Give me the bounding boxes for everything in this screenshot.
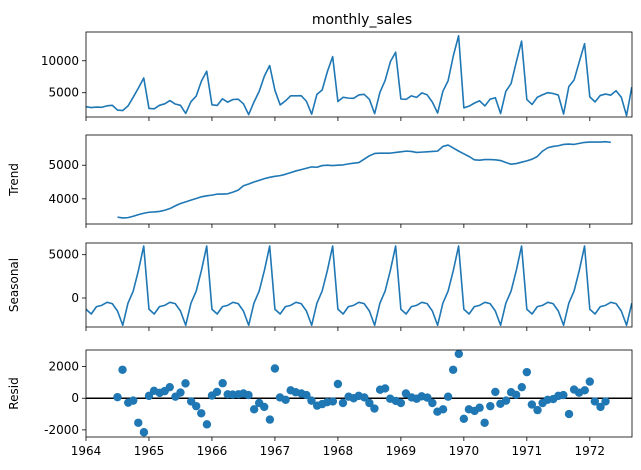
resid-point — [396, 398, 406, 408]
y-tick-label: 10000 — [41, 54, 79, 68]
resid-point — [475, 403, 484, 412]
resid-point — [590, 397, 600, 406]
trend-panel: 4000 5000 Trend — [7, 134, 633, 228]
resid-point — [270, 364, 280, 373]
x-tick-label: 1971 — [512, 444, 543, 458]
y-tick-label: 2000 — [48, 360, 79, 374]
axes-frame — [85, 349, 633, 438]
y-tick-label: 5000 — [48, 248, 79, 262]
resid-point — [165, 382, 174, 392]
resid-point — [438, 405, 448, 414]
y-tick-label: 5000 — [48, 158, 79, 172]
resid-point — [202, 420, 212, 429]
resid-point — [501, 396, 511, 405]
resid-point — [601, 397, 610, 406]
y-axis-label: Resid — [7, 377, 21, 409]
resid-point — [307, 396, 316, 405]
resid-point — [380, 384, 390, 393]
x-tick-label: 1968 — [323, 444, 354, 458]
y-tick-label: 5000 — [48, 86, 79, 100]
resid-point — [139, 428, 149, 437]
seasonal-panel: 0 5000 Seasonal — [7, 242, 633, 331]
resid-point — [338, 398, 348, 408]
resid-point — [176, 388, 185, 397]
resid-point — [265, 415, 275, 424]
series-line — [117, 140, 611, 219]
plot-area — [86, 245, 632, 327]
resid-point — [580, 386, 589, 395]
resid-point — [328, 397, 338, 406]
y-tick-label: 4000 — [48, 192, 79, 206]
resid-point — [533, 405, 542, 415]
resid-point — [244, 390, 253, 400]
y-axis-label: Trend — [7, 163, 21, 197]
resid-point — [302, 390, 311, 400]
resid-point — [365, 398, 374, 408]
y-tick-label: -2000 — [44, 423, 79, 437]
axes-frame — [85, 242, 633, 328]
resid-point — [559, 390, 568, 400]
resid-point — [459, 414, 469, 424]
subplot-panels: 5000 10000 4000 5000 Trend 0 5000 Seasonal -2000… — [7, 31, 633, 458]
resid-point — [448, 365, 458, 374]
x-tick-label: 1965 — [134, 444, 165, 458]
resid-point — [134, 418, 143, 427]
axes-frame — [85, 31, 633, 118]
x-tick-label: 1970 — [449, 444, 480, 458]
resid-point — [564, 409, 574, 419]
observed-panel: 5000 10000 — [41, 31, 633, 121]
resid-point — [443, 392, 453, 401]
resid-point — [360, 393, 369, 402]
resid-point — [517, 382, 526, 392]
x-tick-label: 1964 — [71, 444, 102, 458]
axes-frame — [85, 134, 633, 225]
resid-point — [181, 379, 190, 388]
resid-point — [596, 402, 605, 412]
resid-point — [486, 401, 495, 411]
plot-area — [86, 34, 632, 117]
resid-point — [527, 400, 537, 409]
resid-point — [370, 404, 379, 413]
y-tick-label: 0 — [71, 391, 79, 405]
resid-point — [454, 350, 464, 359]
resid-point — [129, 396, 138, 405]
y-axis-label: Seasonal — [7, 258, 21, 312]
resid-point — [192, 401, 201, 411]
resid-point — [260, 402, 269, 412]
x-tick-label: 1966 — [197, 444, 228, 458]
resid-panel: -2000 0 2000 1964 1965 1966 1967 1968 1969 1970 19… — [7, 349, 633, 458]
resid-point — [333, 379, 343, 389]
resid-point — [197, 409, 206, 418]
series-line — [86, 245, 632, 327]
resid-point — [212, 387, 222, 397]
plot-area — [86, 350, 632, 437]
resid-point — [113, 392, 122, 402]
resid-point — [118, 365, 127, 374]
resid-point — [585, 377, 595, 386]
resid-point — [511, 390, 521, 399]
figure-title: monthly_sales — [312, 12, 412, 28]
x-tick-label: 1972 — [575, 444, 606, 458]
resid-point — [522, 367, 532, 377]
resid-point — [281, 395, 290, 405]
resid-point — [218, 379, 227, 388]
y-tick-label: 0 — [71, 291, 79, 305]
resid-point — [249, 405, 259, 414]
resid-point — [491, 387, 500, 397]
resid-point — [480, 418, 489, 427]
resid-point — [423, 393, 432, 402]
plot-area — [117, 140, 611, 219]
series-line — [86, 34, 632, 117]
x-tick-label: 1969 — [386, 444, 417, 458]
x-tick-label: 1967 — [260, 444, 291, 458]
resid-point — [428, 398, 437, 408]
